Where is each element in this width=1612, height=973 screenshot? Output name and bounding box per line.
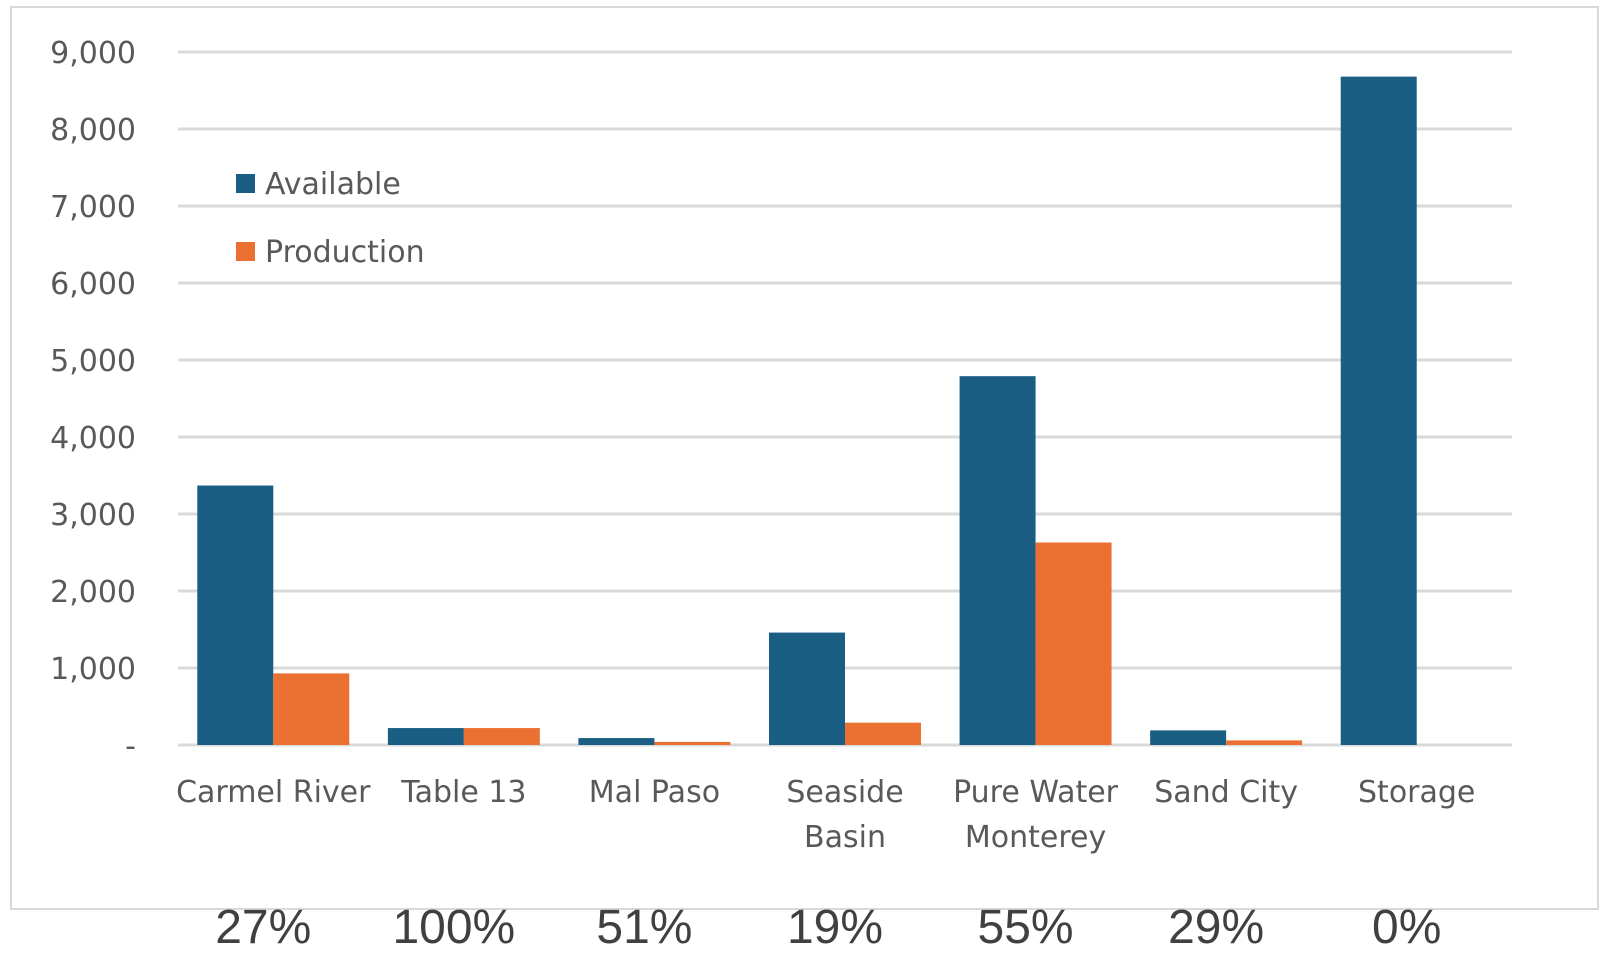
legend-label-available: Available <box>265 167 401 202</box>
category-label: Seaside <box>786 775 903 810</box>
bar-available-5 <box>1150 730 1227 745</box>
y-tick-label: 1,000 <box>50 652 136 687</box>
category-label: Pure Water <box>953 775 1119 810</box>
bar-available-0 <box>197 485 274 745</box>
category-label: Mal Paso <box>589 775 720 810</box>
percent-labels: 27% 100% 51% 19% 55% 29% 0% <box>215 901 1441 954</box>
percent-label: 55% <box>978 901 1074 954</box>
x-axis-category-labels: Carmel River Table 13 Mal Paso Seaside Basin… <box>176 775 1475 855</box>
y-tick-label: 5,000 <box>50 344 136 379</box>
category-label: Monterey <box>965 820 1106 855</box>
bar-production-5 <box>1226 740 1303 745</box>
bar-production-1 <box>463 728 540 745</box>
percent-label: 29% <box>1168 901 1264 954</box>
category-label: Carmel River <box>176 775 371 810</box>
category-label: Sand City <box>1154 775 1298 810</box>
bar-available-1 <box>387 728 464 745</box>
category-label: Table 13 <box>400 775 526 810</box>
bar-production-3 <box>845 722 921 745</box>
legend-swatch-available <box>236 174 255 193</box>
bars <box>197 76 1417 745</box>
bar-available-2 <box>578 738 655 745</box>
percent-label: 27% <box>215 901 311 954</box>
y-tick-label: 7,000 <box>50 190 136 225</box>
y-tick-label: 2,000 <box>50 575 136 610</box>
bar-production-0 <box>273 673 350 745</box>
percent-label: 100% <box>392 901 515 954</box>
y-axis-ticks: - 1,000 2,000 3,000 4,000 5,000 6,000 7,000 8,00… <box>50 36 136 764</box>
y-tick-label: 4,000 <box>50 421 136 456</box>
y-tick-label: 9,000 <box>50 36 136 71</box>
bar-available-4 <box>959 376 1036 745</box>
y-tick-label: - <box>125 729 136 764</box>
percent-label: 19% <box>787 901 883 954</box>
legend-label-production: Production <box>265 235 425 270</box>
y-tick-label: 8,000 <box>50 113 136 148</box>
y-tick-label: 6,000 <box>50 267 136 302</box>
legend: Available Production <box>236 167 425 270</box>
legend-swatch-production <box>236 242 255 261</box>
bar-production-4 <box>1035 542 1112 745</box>
bar-production-2 <box>654 741 731 745</box>
category-label: Storage <box>1358 775 1475 810</box>
percent-label: 51% <box>596 901 692 954</box>
bar-available-6 <box>1340 76 1417 745</box>
bar-available-3 <box>769 632 845 745</box>
category-label: Basin <box>804 820 886 855</box>
chart-frame <box>10 6 1599 910</box>
percent-label: 0% <box>1372 901 1441 954</box>
y-tick-label: 3,000 <box>50 498 136 533</box>
